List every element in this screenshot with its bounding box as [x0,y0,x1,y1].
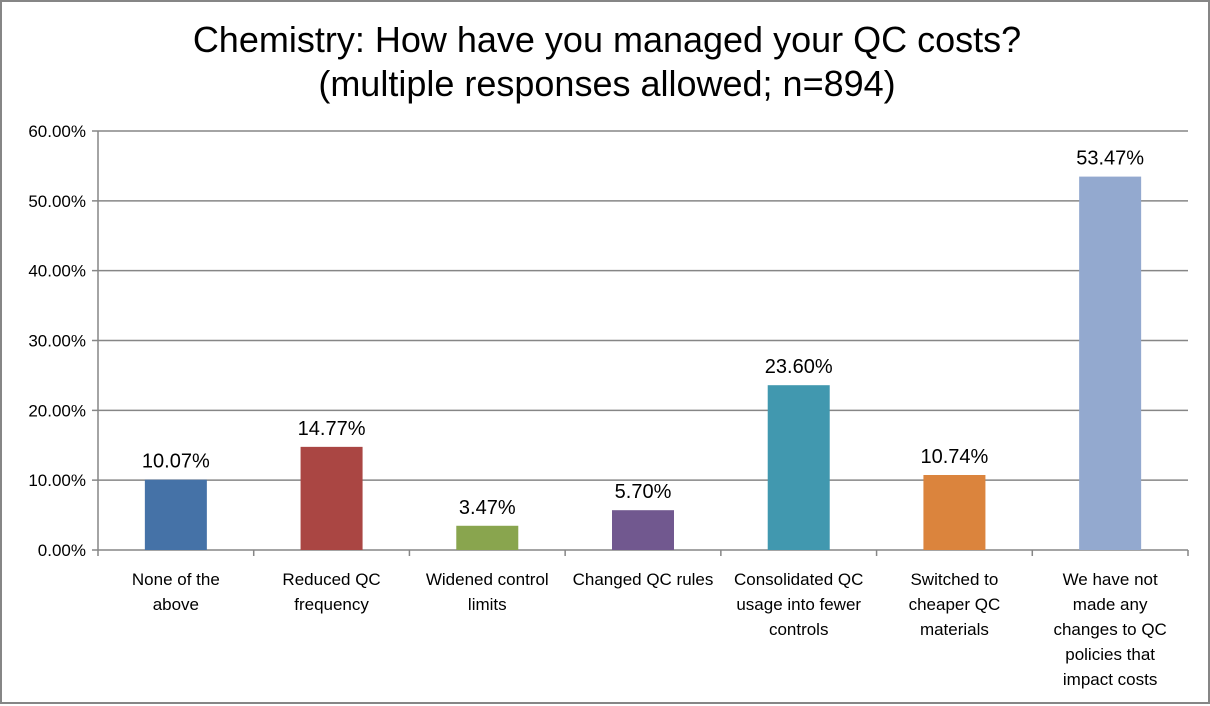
chart-title-line1: Chemistry: How have you managed your QC … [192,19,1022,60]
chart-title-line2: (multiple responses allowed; n=894) [318,63,896,104]
x-tick-label: None of the [132,570,220,589]
x-tick-label: Widened control [426,570,549,589]
y-tick-label: 30.00% [28,332,86,351]
bar [300,446,363,550]
x-tick-label: cheaper QC [909,595,1001,614]
chart-title: Chemistry: How have you managed your QC … [2,18,1210,106]
data-label: 10.74% [921,446,989,468]
bar [767,385,830,550]
data-label: 23.60% [765,356,833,378]
bar [1079,176,1142,550]
data-label: 5.70% [615,481,672,503]
bar [456,525,519,550]
x-tick-label: Consolidated QC [734,570,863,589]
bar [612,510,674,550]
x-tick-label: policies that [1065,645,1155,664]
x-tick-label: Switched to [910,570,998,589]
x-tick-label: frequency [294,595,369,614]
data-label: 10.07% [142,451,210,473]
data-label: 53.47% [1076,148,1144,170]
y-tick-label: 60.00% [28,122,86,141]
x-tick-label: changes to QC [1053,620,1166,639]
x-tick-label: materials [920,620,989,639]
x-tick-label: usage into fewer [736,595,861,614]
x-tick-label: controls [769,620,829,639]
y-tick-label: 40.00% [28,262,86,281]
x-tick-label: Reduced QC [282,570,380,589]
x-tick-label: We have not [1063,570,1158,589]
x-tick-label: limits [468,595,507,614]
x-tick-label: Changed QC rules [573,570,714,589]
y-tick-label: 0.00% [38,541,86,560]
y-tick-label: 10.00% [28,471,86,490]
y-tick-label: 20.00% [28,401,86,420]
bar [923,474,986,550]
x-tick-label: made any [1073,595,1148,614]
x-tick-label: above [153,595,199,614]
bar [144,479,207,550]
y-tick-label: 50.00% [28,192,86,211]
data-label: 3.47% [459,497,516,519]
data-label: 14.77% [298,418,366,440]
x-tick-label: impact costs [1063,670,1157,689]
